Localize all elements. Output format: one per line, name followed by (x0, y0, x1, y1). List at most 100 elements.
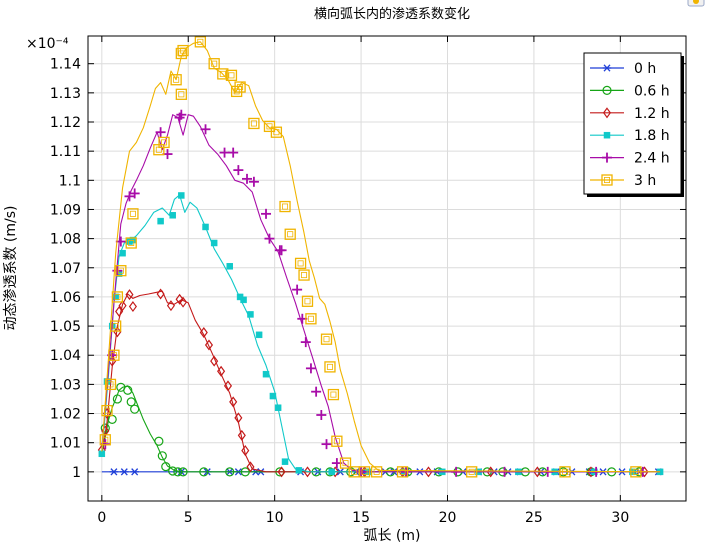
marker-shape (298, 269, 310, 281)
marker-shape (373, 468, 380, 475)
data-point (321, 439, 332, 450)
marker-shape (112, 323, 119, 330)
marker-shape (226, 263, 233, 270)
y-tick-label: 1.13 (50, 86, 81, 102)
data-point (157, 217, 164, 225)
marker-shape (284, 228, 296, 240)
data-point (264, 233, 275, 244)
marker-shape (247, 311, 254, 318)
data-point (118, 300, 127, 312)
chart-title: 横向弧长内的渗透系数变化 (314, 6, 470, 22)
data-point (269, 392, 277, 400)
marker-shape (125, 237, 137, 249)
legend-marker (602, 152, 612, 163)
marker-shape (104, 407, 111, 414)
marker-shape (169, 212, 176, 219)
data-point (298, 269, 310, 281)
marker-shape (125, 289, 134, 301)
data-point (559, 466, 571, 478)
marker-shape (297, 260, 304, 267)
data-point (177, 44, 189, 57)
marker-shape (179, 296, 188, 308)
y-tick-label: 1.1 (59, 173, 81, 189)
legend-entry: 3 h (590, 173, 656, 189)
data-point (311, 386, 322, 397)
marker-shape (262, 370, 270, 378)
data-point (210, 355, 219, 367)
marker-shape (601, 174, 613, 186)
legend-label: 1.8 h (634, 128, 670, 144)
legend-entry: 2.4 h (590, 151, 670, 167)
marker-shape (104, 378, 117, 391)
data-point (115, 236, 126, 247)
data-point (200, 124, 211, 135)
marker-shape (158, 136, 170, 149)
marker-shape (210, 239, 218, 247)
data-point (110, 320, 122, 332)
y-tick-label: 1.06 (50, 290, 81, 306)
marker-shape (194, 36, 206, 48)
marker-shape (157, 217, 164, 225)
data-point (208, 58, 220, 70)
data-point (328, 468, 335, 476)
marker-shape (269, 392, 277, 400)
marker-shape (178, 192, 185, 199)
marker-shape (234, 81, 246, 93)
marker-shape (559, 466, 571, 478)
marker-shape (229, 396, 238, 408)
marker-shape (178, 91, 185, 98)
data-point (263, 120, 276, 133)
data-point (262, 370, 270, 378)
legend-marker (603, 131, 611, 139)
marker-shape (630, 466, 642, 478)
data-point (99, 434, 111, 446)
marker-shape (234, 412, 243, 424)
data-point (301, 295, 314, 307)
data-point (113, 326, 122, 338)
data-point (356, 466, 367, 477)
marker-shape (161, 139, 168, 146)
data-point (499, 466, 510, 477)
legend-label: 2.4 h (634, 151, 670, 167)
marker-shape (327, 388, 340, 401)
marker-shape (173, 467, 183, 477)
legend-entry: 0.6 h (590, 83, 670, 99)
data-point (223, 380, 233, 392)
data-point (156, 288, 165, 300)
data-point (320, 333, 333, 345)
marker-shape (102, 436, 109, 443)
plot-frame (87, 35, 687, 502)
data-point (401, 466, 412, 477)
marker-shape (197, 38, 204, 45)
marker-shape (305, 313, 317, 325)
marker-shape (237, 429, 246, 441)
marker-stroke (131, 468, 139, 476)
marker-shape (225, 69, 238, 82)
data-point (199, 326, 208, 339)
marker-stroke (603, 64, 611, 72)
marker-shape (351, 468, 358, 475)
marker-shape (323, 336, 330, 343)
marker-shape (279, 200, 291, 213)
data-point (226, 263, 233, 270)
legend-entry: 1.8 h (590, 128, 670, 144)
x-tick-label: 25 (525, 510, 543, 526)
x-tick-label: 0 (97, 510, 106, 526)
legend: 0 h 0.6 h 1.2 h 1.8 h 2.4 h 3 h (583, 52, 684, 197)
marker-shape (282, 203, 289, 210)
marker-shape (294, 257, 307, 270)
y-tick-label: 1 (72, 465, 81, 481)
marker-shape (199, 326, 208, 339)
data-point (331, 435, 343, 447)
legend-marker (602, 64, 612, 72)
data-point (234, 81, 246, 93)
marker-shape (248, 117, 260, 130)
data-point (104, 378, 117, 391)
marker-shape (396, 466, 409, 478)
series-6 (99, 36, 661, 478)
data-point (240, 296, 247, 304)
data-point (248, 176, 259, 187)
marker-shape (562, 468, 569, 475)
